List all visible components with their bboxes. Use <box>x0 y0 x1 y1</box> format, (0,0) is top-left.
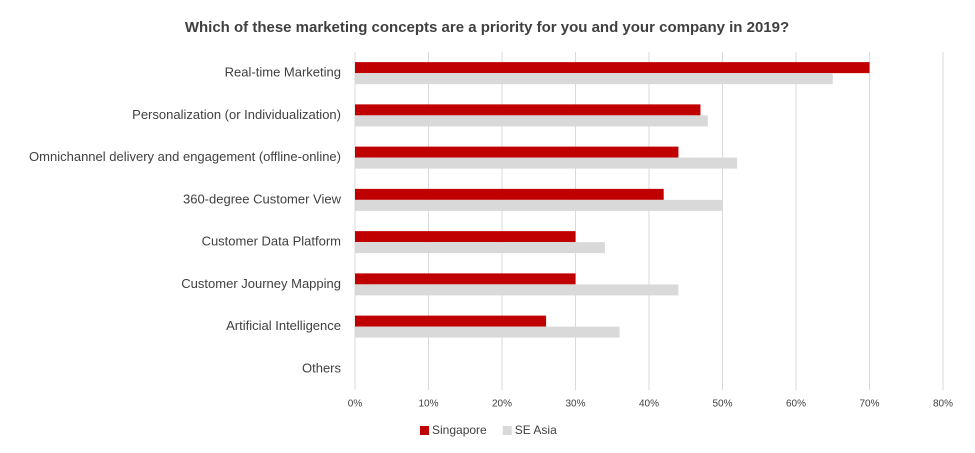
bar <box>355 104 701 116</box>
y-tick-label: Customer Data Platform <box>202 234 341 249</box>
y-tick-label: Personalization (or Individualization) <box>132 107 341 122</box>
y-tick-label: Others <box>302 360 342 375</box>
x-tick-label: 40% <box>639 399 659 410</box>
bar <box>355 242 605 254</box>
y-tick-label: Customer Journey Mapping <box>181 276 341 291</box>
bar <box>355 73 833 85</box>
bar <box>355 199 723 211</box>
bar <box>355 62 870 74</box>
bar <box>355 146 679 158</box>
bar <box>355 231 576 243</box>
bar <box>355 188 664 200</box>
x-tick-label: 60% <box>786 399 806 410</box>
x-tick-label: 10% <box>418 399 438 410</box>
x-tick-label: 50% <box>712 399 732 410</box>
x-tick-label: 70% <box>859 399 879 410</box>
legend-label: SE Asia <box>515 423 557 437</box>
y-tick-label: 360-degree Customer View <box>183 191 342 206</box>
bar <box>355 315 547 327</box>
bar <box>355 115 708 127</box>
chart-title: Which of these marketing concepts are a … <box>185 19 789 36</box>
legend-label: Singapore <box>432 423 487 437</box>
bar <box>355 284 679 296</box>
y-tick-label: Omnichannel delivery and engagement (off… <box>29 149 341 164</box>
x-tick-label: 80% <box>933 399 953 410</box>
legend-swatch <box>420 426 429 435</box>
bar <box>355 157 738 169</box>
x-tick-label: 0% <box>348 399 363 410</box>
bar <box>355 326 620 338</box>
y-tick-label: Real-time Marketing <box>225 65 341 80</box>
legend-swatch <box>502 426 512 435</box>
y-tick-label: Artificial Intelligence <box>226 318 341 333</box>
x-tick-label: 30% <box>565 399 585 410</box>
x-tick-label: 20% <box>492 399 512 410</box>
bar <box>355 273 576 285</box>
